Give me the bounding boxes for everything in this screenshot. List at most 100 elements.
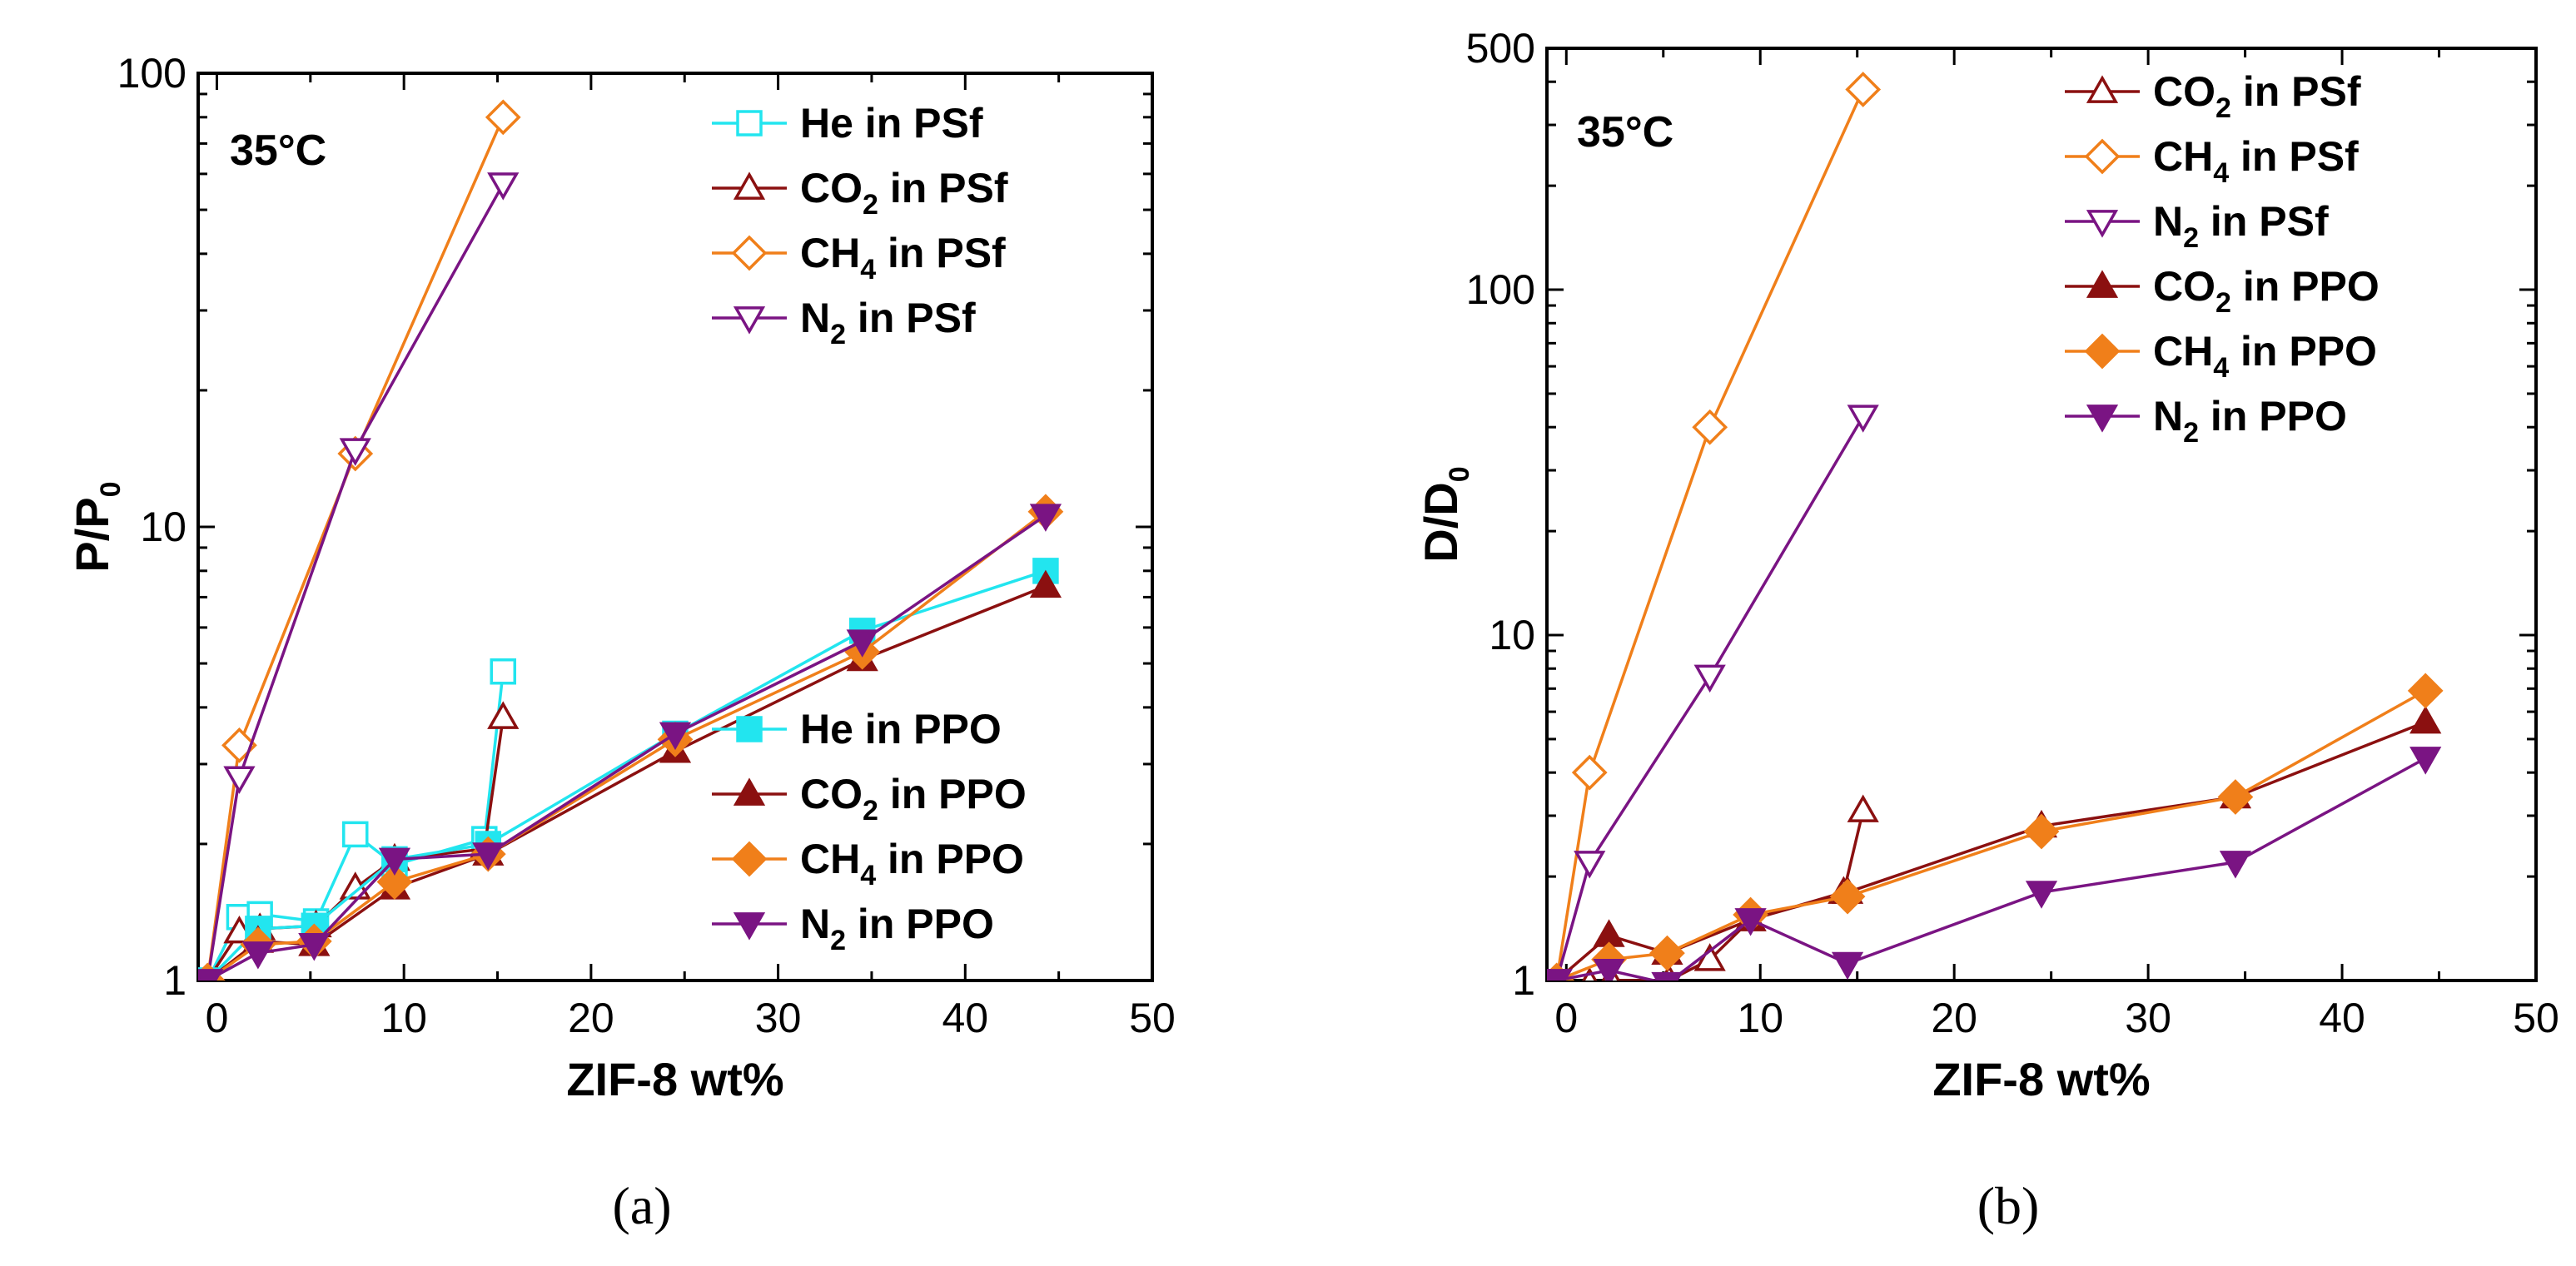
panel-a-y-tick-label: 100 [117, 50, 186, 97]
panel-b-legend-label: CO2 in PSf [2153, 68, 2361, 124]
panel-a-legend-entry: He in PPO [712, 706, 1002, 752]
panel-b-data-point [2409, 747, 2442, 775]
panel-b-chart: 0 10 20 30 40 50 1 10 100 500 ZIF-8 wt% D/D0 35°C CO2… [1415, 25, 2559, 1235]
panel-b-data-point [1651, 971, 1683, 981]
panel-a-legend-entry: CH4 in PPO [712, 836, 1024, 891]
panel-b-x-tick-label: 30 [2125, 995, 2171, 1041]
panel-b-legend-entry: CH4 in PSf [2065, 133, 2359, 189]
panel-a-legend-marker [731, 841, 768, 877]
panel-b-series-n2-in-ppo [1547, 747, 2442, 981]
panel-a-data-point [223, 766, 256, 794]
panel-a-legend-entry: CH4 in PSf [712, 230, 1006, 285]
panel-b-legend-label: N2 in PSf [2153, 198, 2329, 254]
panel-b-x-tick-label: 0 [1554, 995, 1578, 1041]
panel-b-series-line [1556, 757, 2427, 981]
panel-b-x-tick-label: 40 [2319, 995, 2365, 1041]
panel-b-x-axis-label: ZIF-8 wt% [1932, 1053, 2150, 1105]
panel-a-series-line [206, 117, 505, 981]
panel-b-plot-area [1547, 72, 2444, 981]
panel-a-legend-marker [733, 171, 766, 200]
panel-b-caption: (b) [1977, 1176, 2040, 1235]
panel-a-legend-marker [733, 777, 766, 806]
panel-a-chart: 0 10 20 30 40 50 1 10 100 ZIF-8 wt% P/P0 35°C He in … [66, 50, 1176, 1235]
panel-b-temperature-annotation: 35°C [1577, 108, 1673, 156]
panel-b-series-ch4-in-ppo [1547, 673, 2444, 981]
panel-a-temperature-annotation: 35°C [230, 127, 326, 175]
panel-b-data-point [2025, 881, 2058, 909]
panel-b-legend-marker [2084, 333, 2121, 370]
panel-a-legend-entry: CO2 in PPO [712, 771, 1027, 827]
panel-a-legend-marker [731, 235, 768, 271]
panel-b-data-point [1692, 409, 1728, 445]
panel-b-data-point [2217, 779, 2254, 815]
panel-a-data-point [472, 842, 505, 871]
panel-b-series-co2-in-psf [1547, 794, 1879, 981]
panel-a-series-n2-in-ppo [198, 504, 1062, 981]
panel-b-y-tick-label: 500 [1466, 25, 1535, 72]
panel-a-legend-label: He in PSf [800, 100, 983, 146]
panel-a-data-point [339, 438, 371, 466]
panel-b-series-line [1555, 720, 2426, 981]
panel-b-series-line [1555, 689, 2427, 981]
panel-b-data-point [1847, 405, 1879, 433]
panel-a-y-axis-label: P/P0 [66, 481, 127, 572]
panel-a-legend-label: He in PPO [800, 706, 1002, 752]
panel-b-data-point [1547, 969, 1573, 981]
panel-b-data-point [2407, 673, 2444, 709]
panel-a-legend-label: N2 in PSf [800, 295, 976, 350]
panel-a-data-point [846, 629, 878, 658]
panel-a-y-tick-label: 10 [140, 504, 186, 550]
panel-b-legend-marker [2086, 270, 2119, 298]
panel-a-data-point [490, 658, 517, 685]
panel-b-legend-entry: N2 in PSf [2065, 198, 2329, 254]
panel-b-plot-frame [1545, 47, 2538, 982]
panel-a-data-point [241, 941, 275, 970]
panel-a-legend-marker [733, 306, 766, 335]
panel-a-legend-marker [736, 110, 763, 137]
panel-a-legend-label: CO2 in PSf [800, 165, 1008, 221]
panel-b-y-tick-label: 100 [1466, 266, 1535, 313]
panel-b-series-line [1554, 88, 1865, 981]
panel-a-x-tick-label: 10 [380, 995, 427, 1041]
panel-a-legend-entry: N2 in PSf [712, 295, 976, 350]
panel-b-data-point [1734, 908, 1767, 936]
panel-a-x-tick-label: 30 [755, 995, 802, 1041]
panel-a-data-point [487, 172, 520, 201]
panel-b-legend-marker [2084, 138, 2121, 175]
panel-a-legend-marker [733, 912, 766, 941]
panel-a-x-tick-label: 40 [942, 995, 988, 1041]
panel-a-y-tick-label: 1 [163, 957, 186, 1004]
panel-b-data-point [1574, 851, 1606, 879]
panel-a-plot-area [198, 99, 1064, 981]
panel-a-legend-label: CO2 in PPO [800, 771, 1027, 827]
panel-b-y-tick-label: 10 [1489, 612, 1535, 658]
panel-a-legend-entry: N2 in PPO [712, 901, 994, 956]
panel-b-data-point [1831, 951, 1864, 981]
panel-a-legend-label: CH4 in PSf [800, 230, 1006, 285]
panel-b-data-point [1571, 754, 1608, 791]
panel-b-x-tick-label: 50 [2513, 995, 2559, 1041]
panel-a-data-point [1029, 569, 1062, 598]
panel-b-x-tick-label: 20 [1931, 995, 1977, 1041]
panel-a-x-axis-label: ZIF-8 wt% [566, 1053, 783, 1105]
panel-a-legend-marker [736, 716, 763, 742]
panel-b-data-point [1593, 958, 1625, 981]
panel-b-data-point [2023, 813, 2060, 850]
panel-a-legend-label: N2 in PPO [800, 901, 994, 956]
panel-b-data-point [1649, 935, 1685, 971]
panel-a-data-point [339, 871, 371, 900]
panel-a-legend-entry: He in PSf [712, 100, 983, 146]
panel-a-x-tick-label: 0 [206, 995, 229, 1041]
panel-a-x-tick-label: 50 [1129, 995, 1176, 1041]
panel-b-legend-label: N2 in PPO [2153, 393, 2347, 449]
panel-b-legend-entry: CO2 in PSf [2065, 68, 2361, 124]
panel-a-data-point [659, 722, 692, 751]
panel-b-data-point [1829, 878, 1866, 915]
panel-a-data-point [378, 847, 411, 876]
panel-b-x-tick-label: 10 [1737, 995, 1783, 1041]
panel-b-legend-entry: N2 in PPO [2065, 393, 2347, 449]
panel-b-y-axis-label-group: D/D0 [1415, 466, 1475, 562]
panel-b-data-point [1693, 664, 1726, 693]
panel-a-legend-entry: CO2 in PSf [712, 165, 1008, 221]
